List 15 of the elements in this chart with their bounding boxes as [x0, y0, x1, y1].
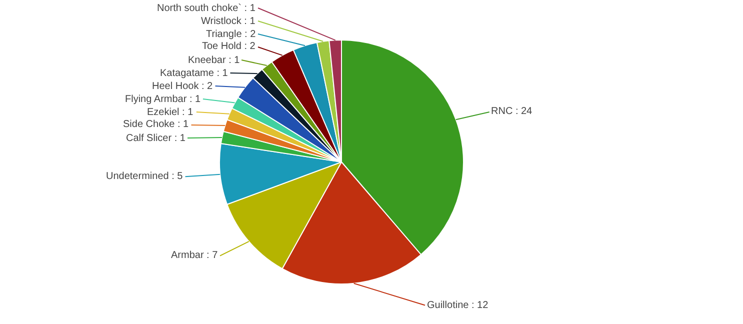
slice-label: Calf Slicer : 1 — [126, 133, 186, 144]
slice-label: Ezekiel : 1 — [147, 107, 194, 118]
slice-label: Katagatame : 1 — [160, 68, 228, 79]
slice-label: Flying Armbar : 1 — [125, 94, 202, 105]
slice-label: Side Choke : 1 — [123, 119, 190, 130]
slice-label: Undetermined : 5 — [106, 171, 184, 182]
slice-label: Toe Hold : 2 — [202, 41, 256, 52]
slice-label: North south choke` : 1 — [157, 3, 256, 14]
slice-label: Kneebar : 1 — [188, 55, 240, 66]
slice-label: RNC : 24 — [491, 106, 533, 117]
slice-label: Wristlock : 1 — [201, 16, 256, 27]
slice-label: Triangle : 2 — [206, 29, 256, 40]
slice-label: Guillotine : 12 — [427, 300, 489, 311]
slice-label: Armbar : 7 — [171, 250, 218, 261]
slice-label: Heel Hook : 2 — [152, 81, 214, 92]
